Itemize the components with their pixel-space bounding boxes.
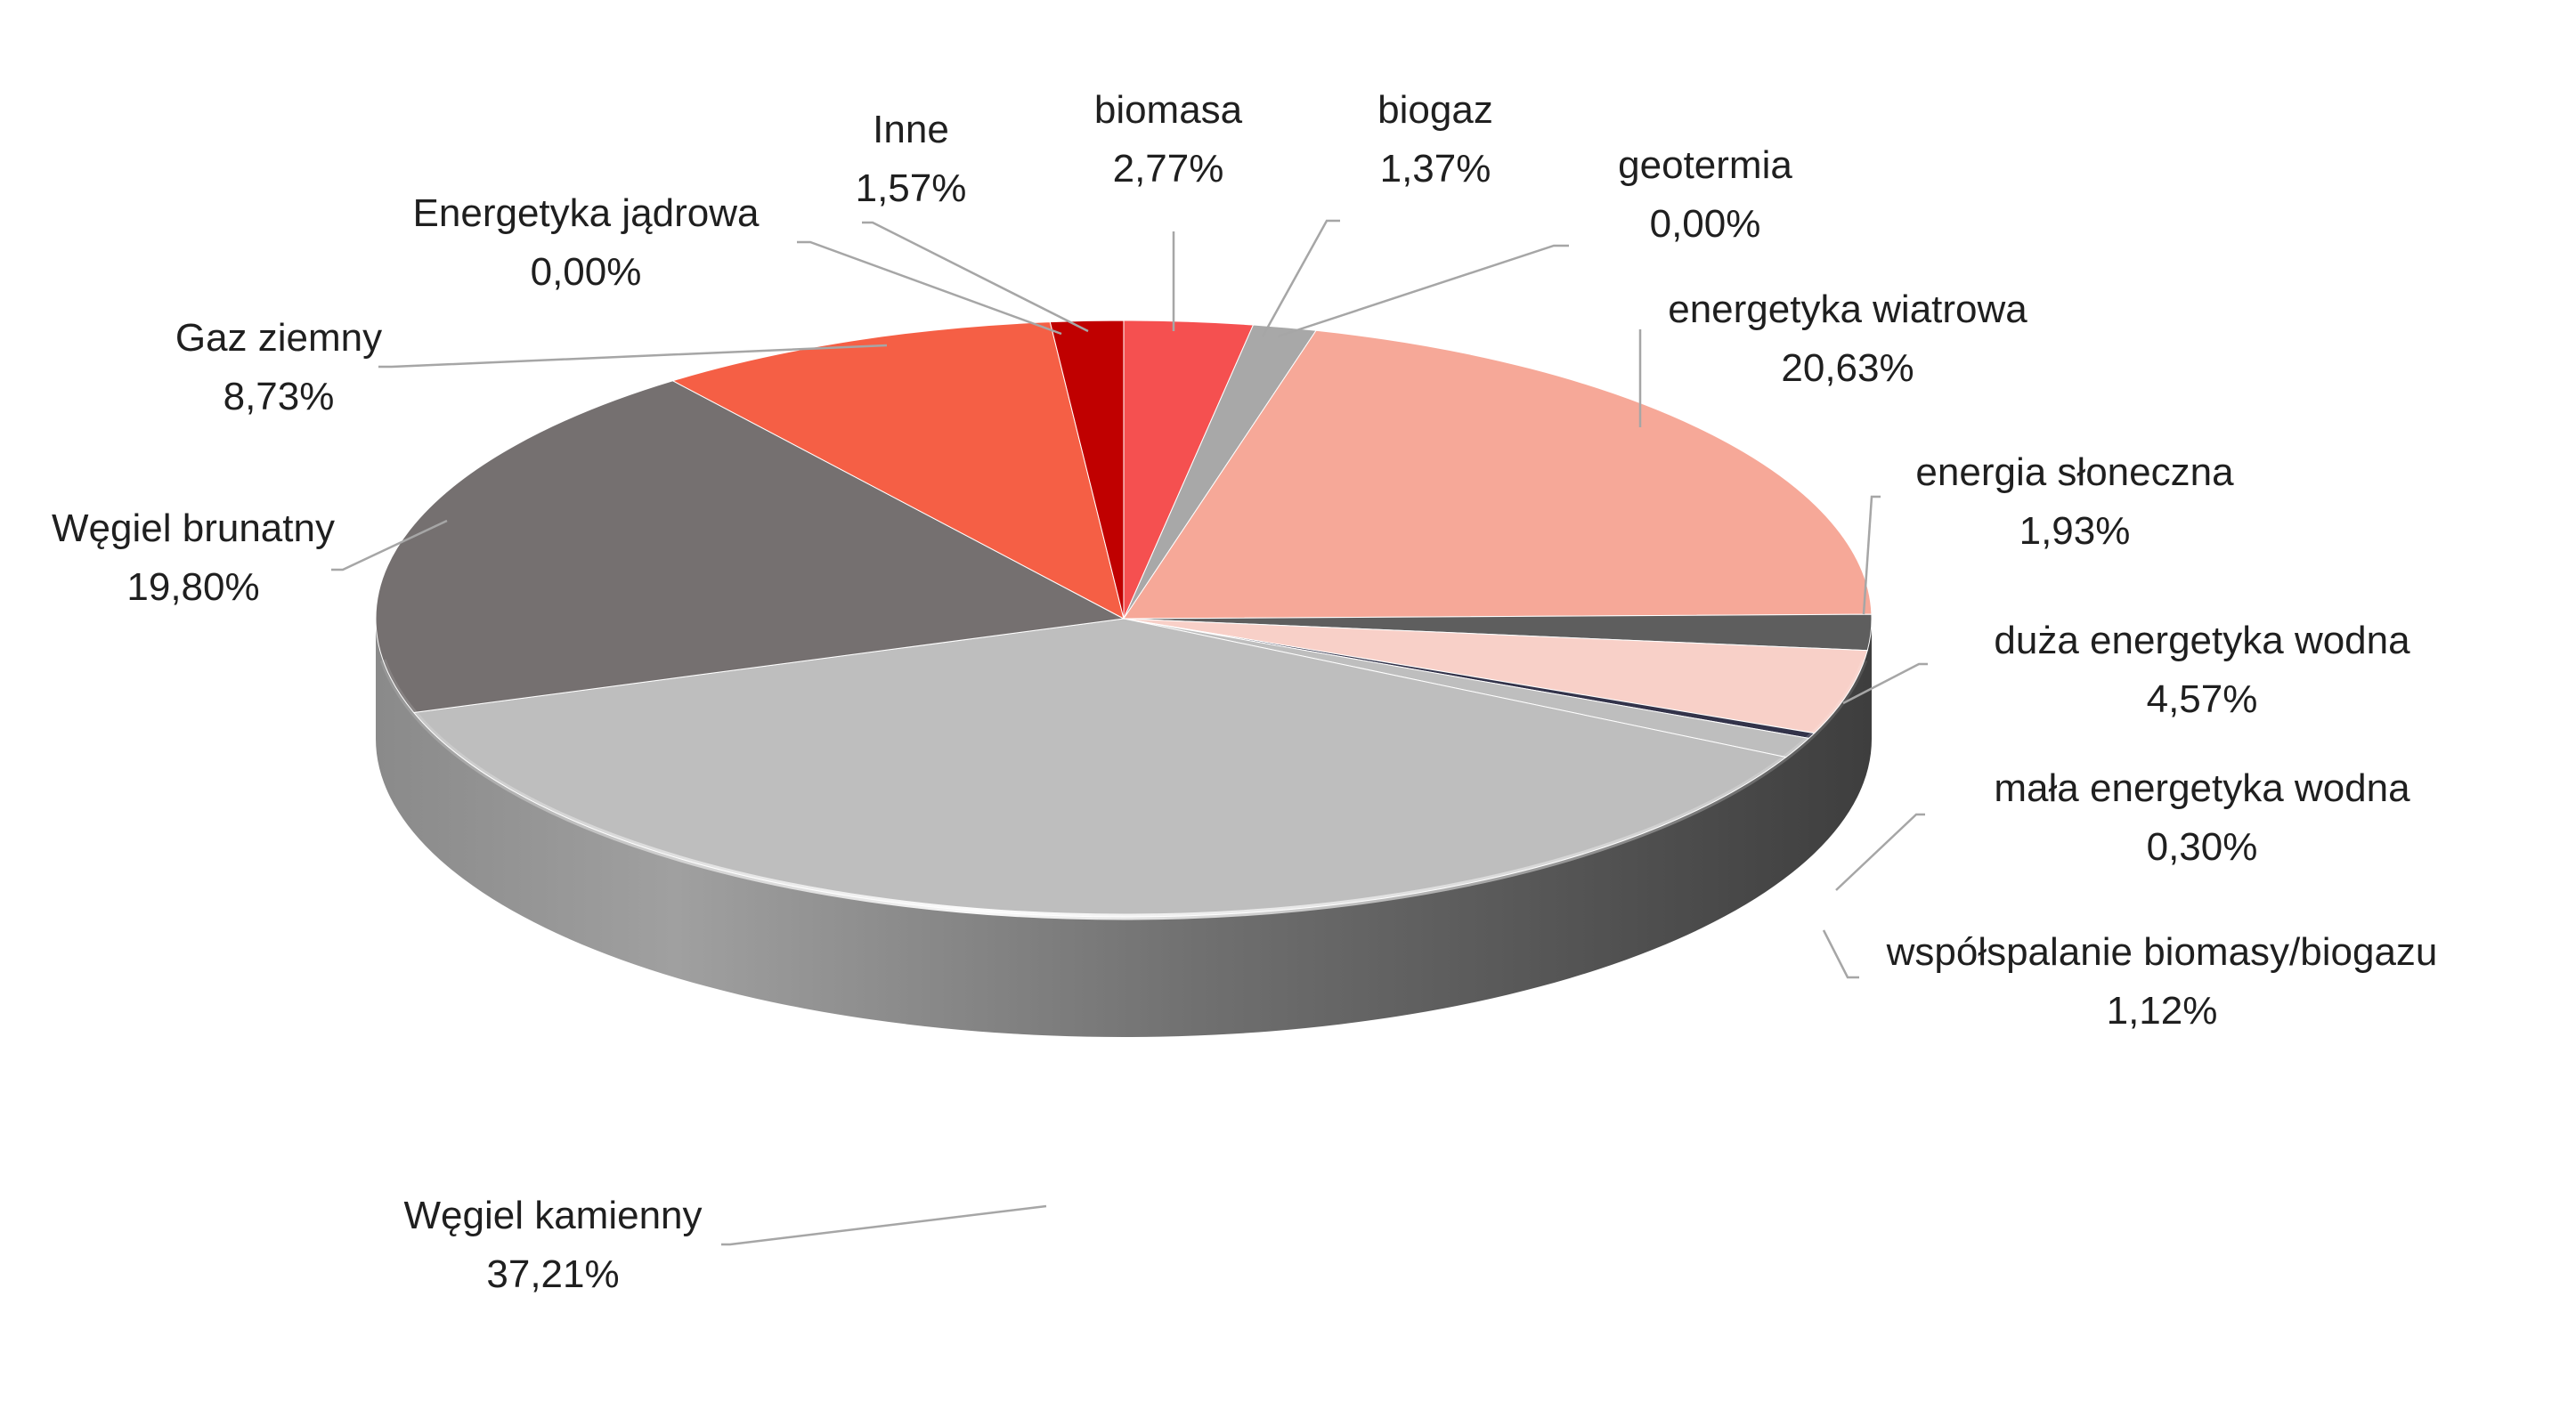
label-value-wegiel-brunatny: 19,80% (126, 565, 259, 609)
label-name-inne: Inne (873, 108, 949, 151)
pie-slice-inne (1049, 320, 1125, 620)
pie-slice-energetyka-wiatrowa (1123, 329, 1873, 620)
pie-slice-gaz-ziemny (671, 321, 1125, 620)
label-value-energetyka-wiatrowa: 20,63% (1781, 346, 1914, 390)
label-value-biomasa: 2,77% (1113, 147, 1224, 190)
label-name-wegiel-kamienny: Węgiel kamienny (403, 1194, 702, 1237)
leader-line-inne (862, 221, 1089, 333)
label-name-duza-energetyka-wodna: duża energetyka wodna (1994, 619, 2410, 662)
label-name-biogaz: biogaz (1377, 88, 1493, 132)
label-name-energetyka-jadrowa: Energetyka jądrowa (413, 191, 760, 235)
leader-line-energia-sloneczna (1862, 495, 1881, 615)
label-name-mala-energetyka-wodna: mała energetyka wodna (1994, 766, 2410, 810)
leader-line-wegiel-brunatny (331, 519, 448, 571)
label-name-energia-sloneczna: energia słoneczna (1915, 450, 2234, 494)
label-value-geotermia: 0,00% (1650, 202, 1761, 246)
label-value-biogaz: 1,37% (1380, 147, 1491, 190)
pie-side-wall (376, 619, 1872, 1037)
label-value-duza-energetyka-wodna: 4,57% (2147, 677, 2258, 721)
label-value-wspolspalanie-biomasy-biogazu: 1,12% (2107, 989, 2218, 1033)
label-name-wspolspalanie-biomasy-biogazu: współspalanie biomasy/biogazu (1886, 930, 2438, 974)
label-value-energia-sloneczna: 1,93% (2019, 509, 2131, 553)
label-value-inne: 1,57% (856, 166, 967, 210)
leader-line-geotermia (1277, 244, 1569, 338)
leader-line-gaz-ziemny (378, 344, 888, 369)
pie-rim-highlight (379, 659, 1868, 920)
label-value-wegiel-kamienny: 37,21% (486, 1252, 619, 1296)
label-value-mala-energetyka-wodna: 0,30% (2147, 825, 2258, 869)
label-value-gaz-ziemny: 8,73% (223, 375, 335, 418)
label-value-energetyka-jadrowa: 0,00% (531, 250, 642, 294)
label-name-wegiel-brunatny: Węgiel brunatny (52, 506, 335, 550)
leader-line-wspolspalanie-biomasy-biogazu (1822, 929, 1859, 979)
leader-line-energetyka-jadrowa (797, 240, 1062, 336)
leader-line-biogaz (1261, 219, 1340, 337)
label-name-energetyka-wiatrowa: energetyka wiatrowa (1668, 288, 2027, 331)
leader-line-mala-energetyka-wodna (1835, 813, 1925, 891)
label-name-gaz-ziemny: Gaz ziemny (175, 316, 382, 360)
leader-line-wegiel-kamienny (721, 1204, 1047, 1246)
label-name-geotermia: geotermia (1618, 143, 1792, 187)
label-name-biomasa: biomasa (1094, 88, 1243, 132)
leader-line-duza-energetyka-wodna (1842, 662, 1928, 705)
